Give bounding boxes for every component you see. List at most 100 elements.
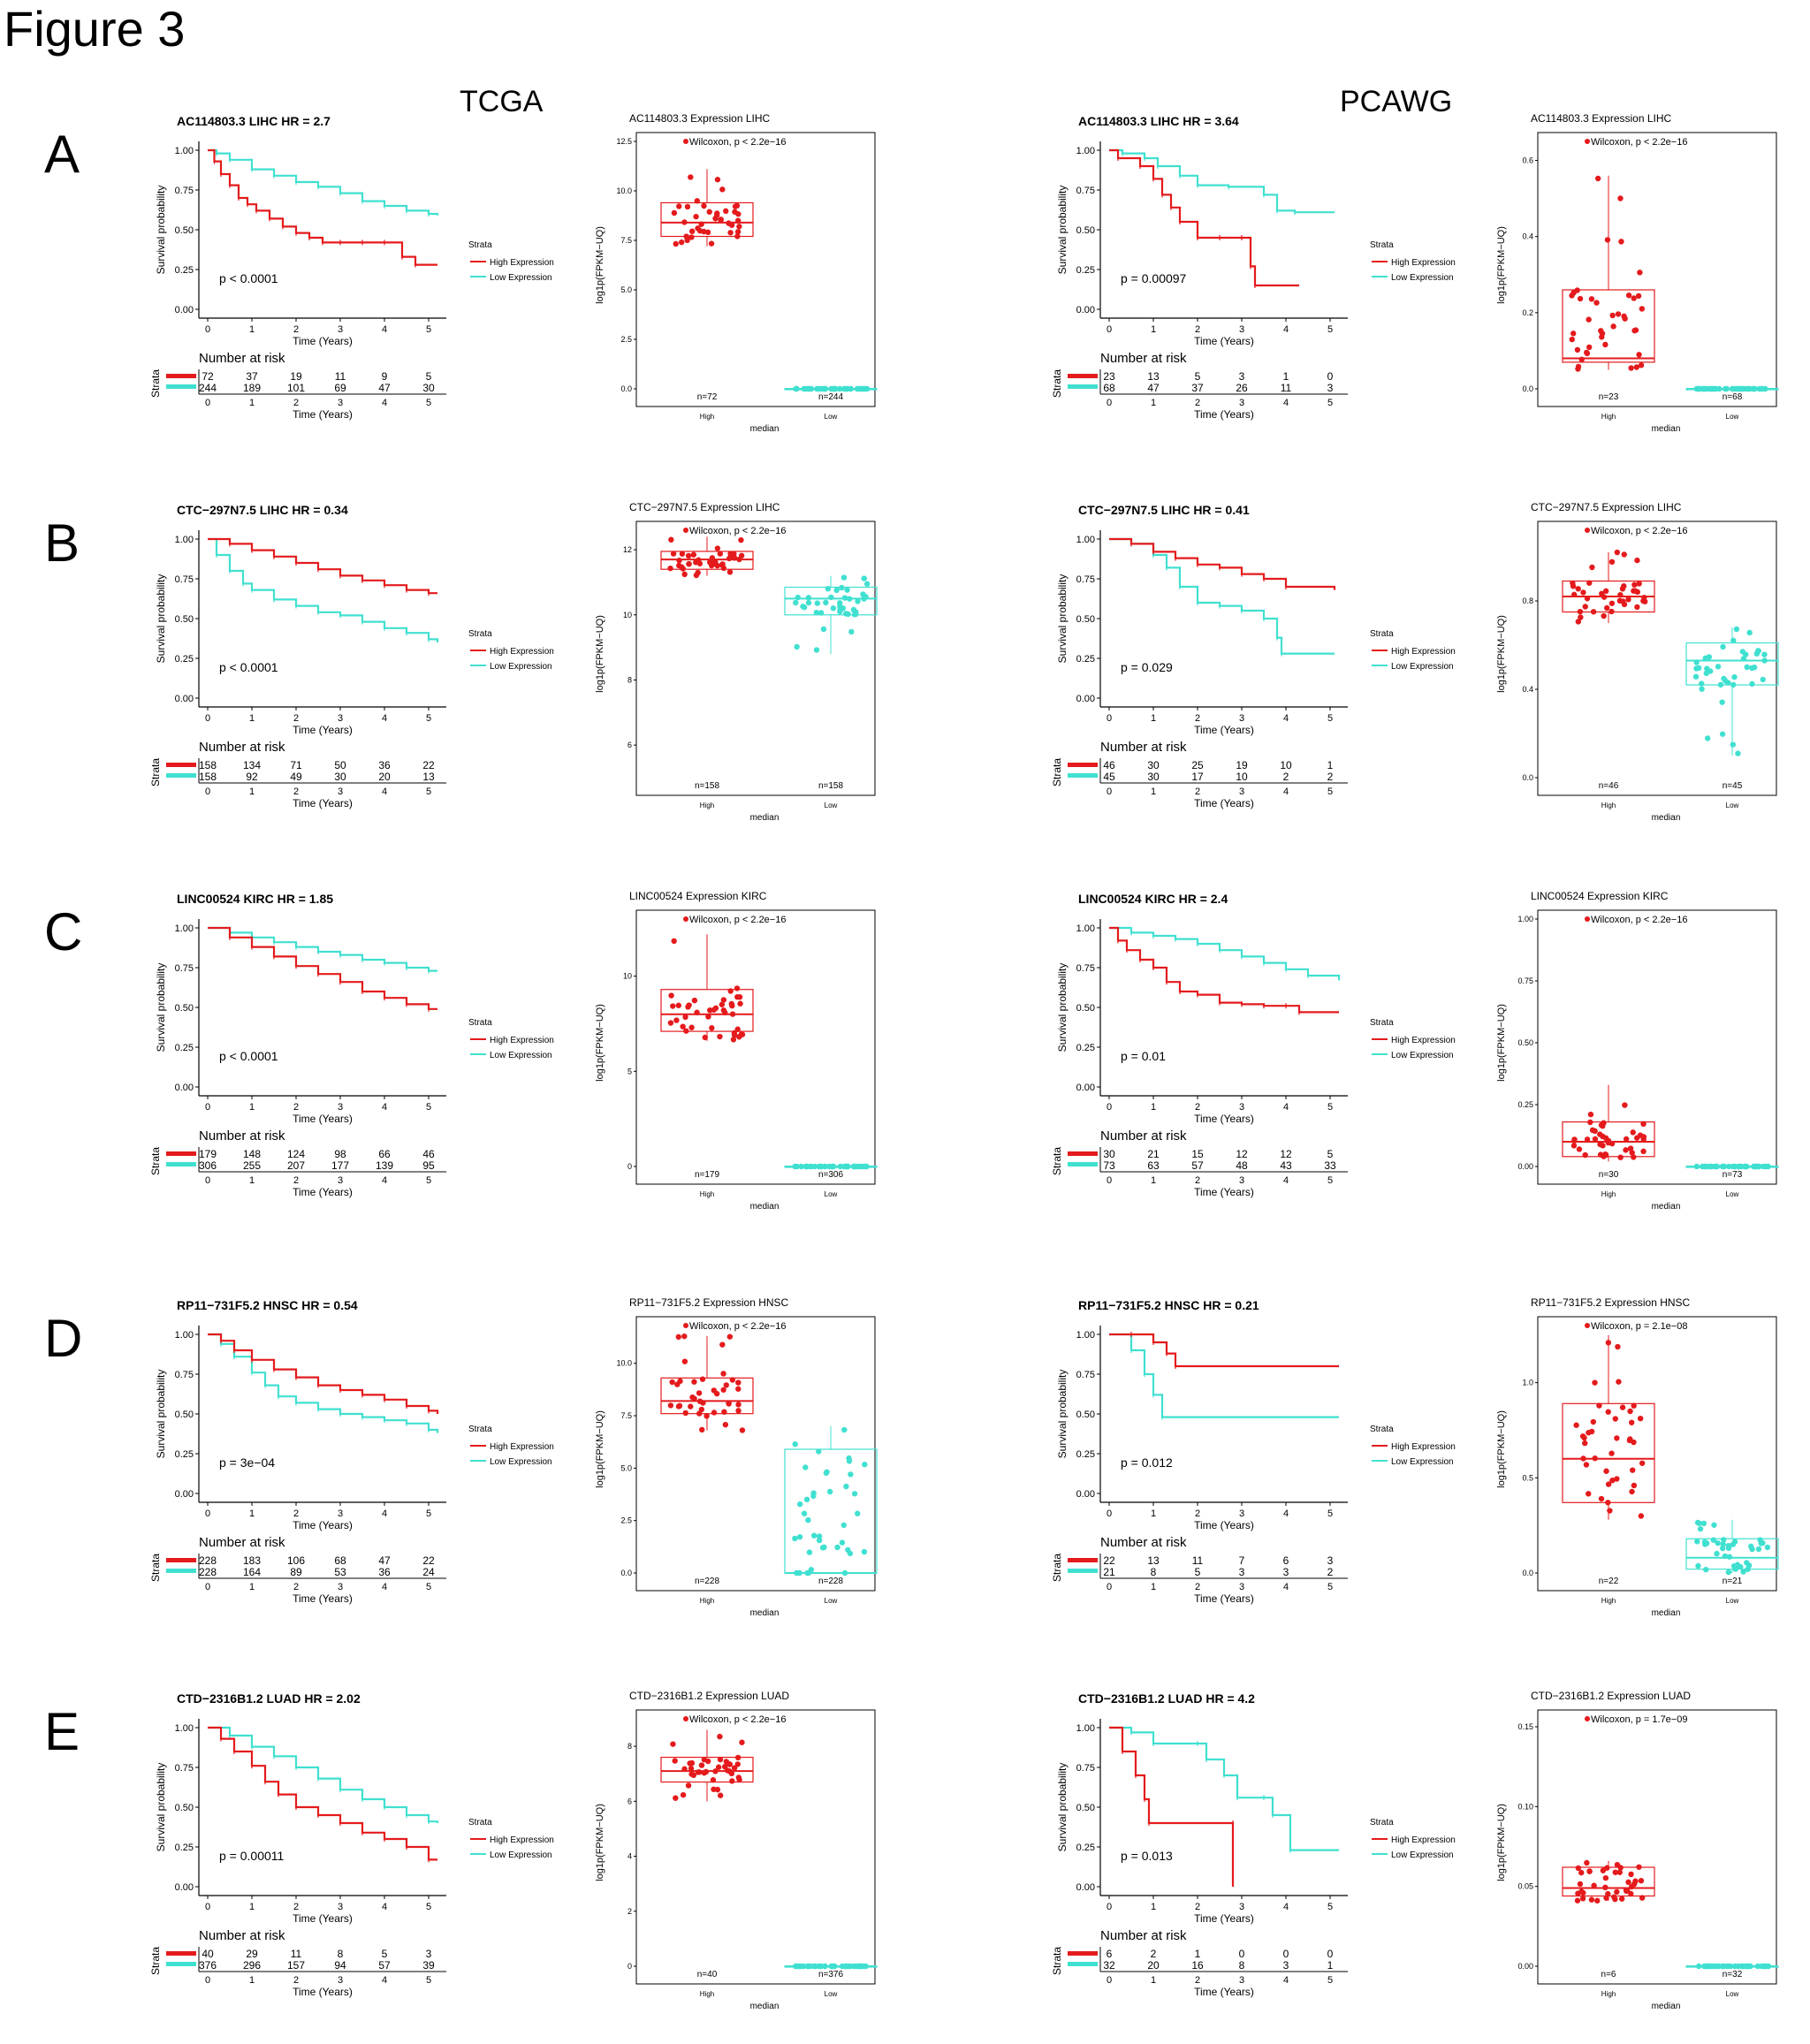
box-point-high <box>680 1023 686 1030</box>
box-point-high <box>726 1401 732 1407</box>
box-point-high <box>683 1028 689 1034</box>
km-risk-x-tick-label: 3 <box>1239 398 1244 408</box>
box-point-high <box>1577 1881 1584 1888</box>
box-x-label: median <box>1652 1608 1681 1618</box>
box-point-low <box>1730 741 1737 748</box>
box-point-high <box>1580 1455 1586 1462</box>
box-point-low <box>1759 1963 1766 1970</box>
box-point-low <box>1715 1963 1722 1970</box>
box-point-high <box>1632 1878 1639 1884</box>
panel-letter-e: E <box>44 1702 80 1761</box>
km-x-tick-label: 1 <box>1151 713 1156 724</box>
km-risk-high-count: 8 <box>338 1948 344 1960</box>
box-point-high <box>1639 1895 1646 1901</box>
box-point-high <box>717 1756 724 1763</box>
box-point-high <box>678 239 685 246</box>
km-risk-x-tick-label: 5 <box>1327 1175 1333 1186</box>
km-p-value: p = 0.013 <box>1121 1849 1173 1863</box>
box-point-low <box>805 599 812 606</box>
km-risk-low-count: 189 <box>243 382 261 394</box>
km-x-tick-label: 0 <box>1107 1508 1112 1519</box>
box-point-high <box>1602 341 1608 348</box>
km-risk-x-label: Time (Years) <box>1194 408 1254 421</box>
box-point-high <box>1601 594 1608 600</box>
km-risk-high-count: 36 <box>378 759 391 771</box>
km-risk-low-swatch <box>166 773 196 778</box>
box-point-high <box>688 234 695 240</box>
box-point-low <box>1753 650 1761 657</box>
box-point-high <box>726 569 734 575</box>
box-point-low <box>816 1533 823 1539</box>
box-point-high <box>1625 293 1632 299</box>
box-point-low <box>797 1963 804 1970</box>
km-x-tick-label: 3 <box>1239 1508 1244 1519</box>
box-stat-marker <box>683 1716 688 1721</box>
box-point-low <box>813 609 820 616</box>
box-point-high <box>1609 312 1616 319</box>
box-point-low <box>1719 699 1725 705</box>
box-point-high <box>1584 596 1591 602</box>
box-x-label: median <box>1652 1202 1681 1212</box>
box-point-high <box>1575 1865 1582 1872</box>
panel-letter-b: B <box>44 513 80 573</box>
km-x-tick-label: 1 <box>249 713 255 724</box>
box-point-high <box>1638 362 1645 369</box>
km-risk-high-swatch <box>1068 1558 1098 1562</box>
km-risk-high-count: 0 <box>1239 1948 1245 1960</box>
box-point-low <box>1692 673 1700 680</box>
box-point-low <box>1695 1562 1701 1569</box>
box-point-low <box>1752 385 1758 392</box>
km-pcawg-b: CTC−297N7.5 LIHC HR = 0.41 0.00 0.25 0.50 0.… <box>1051 503 1456 809</box>
box-stat-marker <box>683 916 688 922</box>
box-point-high <box>1586 580 1593 586</box>
box-point-high <box>723 1759 730 1765</box>
box-y-label: log1p(FPKM−UQ) <box>1496 226 1507 304</box>
box-x-tick-label-high: High <box>700 1190 714 1198</box>
box-point-low <box>808 1567 815 1573</box>
km-y-tick-label: 0.50 <box>1076 1803 1095 1813</box>
box-point-high <box>720 1387 726 1393</box>
km-y-tick-label: 1.00 <box>1076 535 1095 545</box>
box-point-low <box>1715 664 1722 670</box>
box-x-tick-label-high: High <box>700 413 714 421</box>
box-point-high <box>736 1034 742 1040</box>
km-y-tick-label: 1.00 <box>1076 923 1095 934</box>
box-point-low <box>821 1544 827 1551</box>
box-point-high <box>735 211 741 217</box>
box-point-low <box>855 385 862 392</box>
box-n-label-high: n=23 <box>1599 392 1619 402</box>
box-n-label-low: n=73 <box>1723 1170 1743 1180</box>
box-y-tick-label: 10 <box>623 972 632 981</box>
box-y-tick-label: 0.0 <box>1522 773 1533 782</box>
box-point-high <box>1640 1134 1647 1140</box>
box-point-low <box>1756 385 1762 392</box>
km-risk-x-tick-label: 4 <box>1283 1975 1289 1986</box>
box-point-high <box>719 1001 726 1007</box>
km-curve-low <box>1109 926 1341 981</box>
km-risk-low-count: 139 <box>376 1159 393 1172</box>
km-risk-low-count: 68 <box>1103 382 1115 394</box>
box-point-low <box>841 1569 848 1577</box>
box-point-high <box>736 224 742 230</box>
km-x-label: Time (Years) <box>1194 1912 1254 1925</box>
km-risk-high-count: 124 <box>287 1148 305 1160</box>
km-risk-low-count: 8 <box>1151 1566 1157 1578</box>
box-point-high <box>691 1379 697 1385</box>
box-point-high <box>714 177 721 183</box>
box-point-high <box>708 240 715 247</box>
km-risk-x-label: Time (Years) <box>1194 1186 1254 1198</box>
km-risk-low-count: 47 <box>378 382 391 394</box>
km-title: CTC−297N7.5 LIHC HR = 0.34 <box>177 503 348 517</box>
km-risk-x-label: Time (Years) <box>293 797 353 809</box>
box-y-tick-label: 0.00 <box>1517 1962 1533 1971</box>
box-y-label: log1p(FPKM−UQ) <box>595 1410 605 1488</box>
box-point-high <box>670 1003 676 1009</box>
box-point-high <box>1605 1481 1612 1487</box>
box-n-label-low: n=228 <box>818 1577 844 1586</box>
km-legend-low: Low Expression <box>1391 662 1454 672</box>
box-point-high <box>1627 1145 1634 1151</box>
km-risk-x-label: Time (Years) <box>1194 797 1254 809</box>
km-risk-low-swatch <box>1068 1162 1098 1166</box>
km-x-tick-label: 1 <box>1151 1508 1156 1519</box>
km-risk-title: Number at risk <box>199 1928 285 1943</box>
